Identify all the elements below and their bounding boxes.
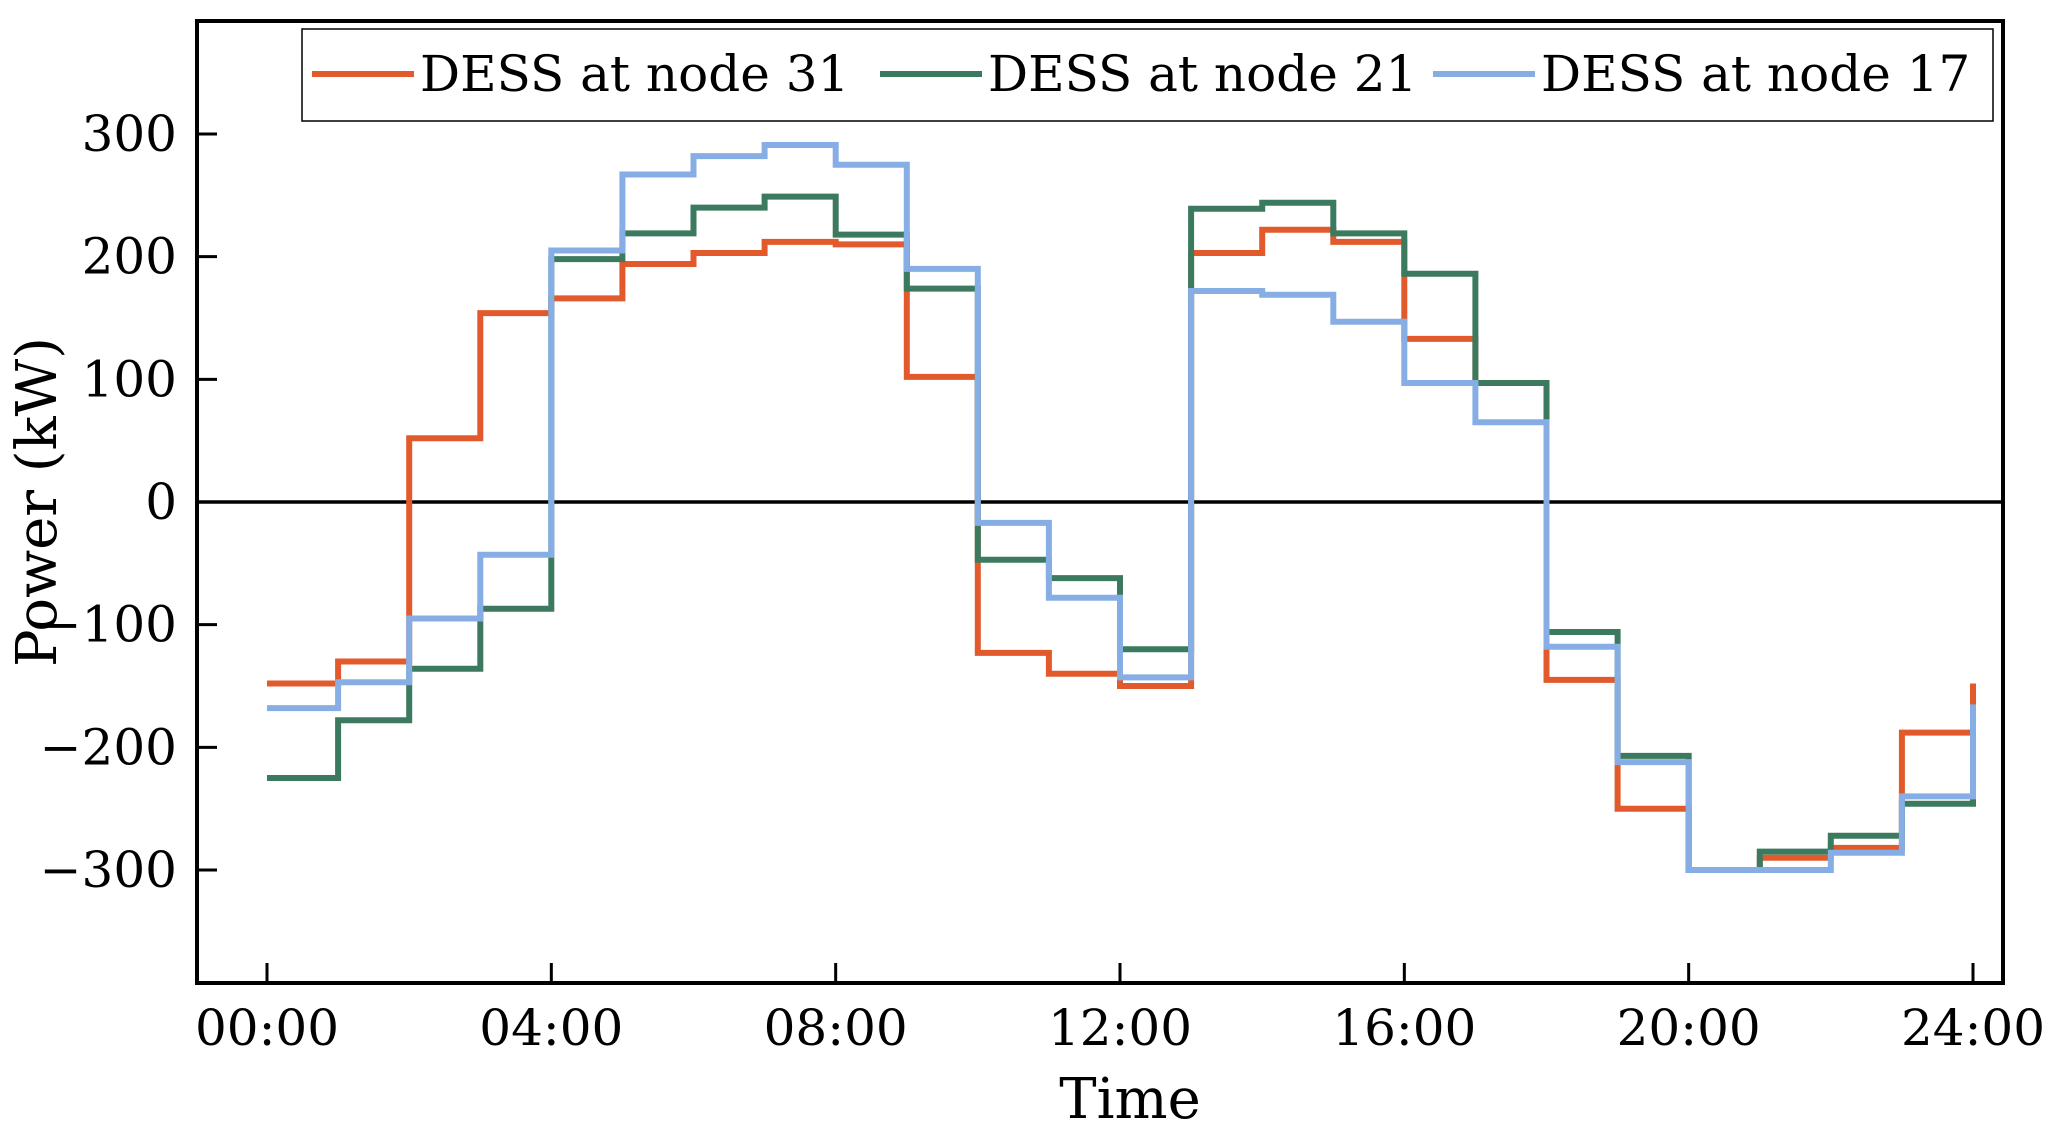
- x-tick-label: 16:00: [1332, 999, 1476, 1057]
- x-tick-label: 08:00: [764, 999, 908, 1057]
- y-tick-label: −300: [40, 841, 177, 899]
- y-tick-label: 200: [82, 228, 177, 286]
- x-tick-label: 04:00: [479, 999, 623, 1057]
- legend-box: [301, 28, 1994, 122]
- y-tick-label: 300: [82, 105, 177, 163]
- series-layer: [267, 142, 1976, 873]
- x-axis-title: Time: [1059, 1067, 1201, 1132]
- y-tick-label: −100: [40, 596, 177, 654]
- series-line-3: [267, 142, 1976, 873]
- y-axis: 300 200 100 0 −100 −200 −300: [40, 105, 217, 899]
- y-tick-label: 0: [145, 473, 177, 531]
- legend: DESS at node 31 DESS at node 21 DESS at no…: [301, 28, 1994, 122]
- legend-label-1: DESS at node 31: [420, 45, 849, 103]
- y-tick-label: −200: [40, 718, 177, 776]
- x-tick-label: 00:00: [195, 999, 339, 1057]
- legend-label-3: DESS at node 17: [1541, 45, 1970, 103]
- x-axis: 00:00 04:00 08:00 12:00 16:00 20:00 24:00: [195, 963, 2045, 1057]
- series-line-1: [267, 226, 1976, 873]
- x-tick-label: 24:00: [1901, 999, 2045, 1057]
- x-tick-label: 20:00: [1617, 999, 1761, 1057]
- series-line-2: [267, 193, 1976, 873]
- x-tick-label: 12:00: [1048, 999, 1192, 1057]
- y-tick-label: 100: [82, 350, 177, 408]
- y-axis-title: Power (kW): [5, 337, 70, 667]
- legend-label-2: DESS at node 21: [988, 45, 1417, 103]
